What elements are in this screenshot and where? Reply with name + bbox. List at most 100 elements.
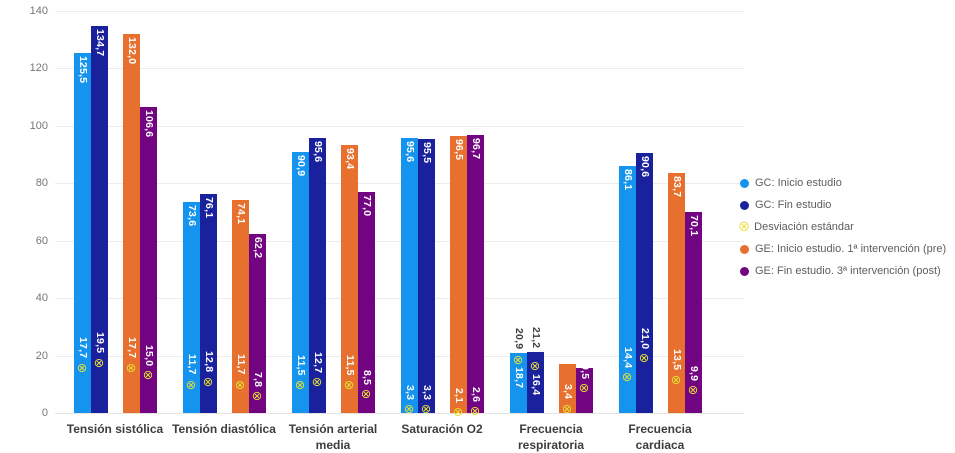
sd-value-label: 2,1 [452, 387, 465, 404]
y-tick-label: 140 [29, 5, 48, 17]
bar[interactable] [90, 26, 108, 413]
bar-value-label: 90,9 [294, 154, 307, 177]
sd-value-label: 17,7 [76, 337, 89, 359]
legend-color-dot-icon [740, 200, 749, 210]
sd-marker-icon: ⊗ [76, 359, 88, 375]
bar[interactable] [308, 138, 326, 413]
legend: GC: Inicio estudio GC: Fin estudio ⊗ Desvia… [738, 172, 946, 282]
legend-item[interactable]: GE: Fin estudio. 3ª intervención (post) [740, 260, 946, 282]
gridline [55, 355, 744, 357]
bar[interactable] [248, 234, 266, 413]
bar[interactable] [291, 151, 309, 413]
bar[interactable] [526, 352, 544, 413]
sd-value-label: 8,5 [360, 369, 373, 385]
y-tick-label: 120 [29, 62, 48, 75]
category-label: Tensión arterial media [288, 422, 378, 453]
sd-marker-icon: ⊗ [294, 377, 306, 393]
sd-marker-icon: ⊗ [420, 401, 432, 417]
sd-marker-icon: ⊗ [142, 367, 154, 383]
legend-color-dot-icon [740, 178, 749, 188]
sd-marker-icon: ⊗ [202, 373, 214, 389]
bar[interactable] [340, 144, 358, 413]
sd-value-label: 9,9 [687, 365, 700, 381]
bar-value-label: 125,5 [76, 55, 89, 83]
legend-item[interactable]: GE: Inicio estudio. 1ª intervención (pre… [740, 238, 946, 260]
sd-marker-icon: ⊗ [621, 369, 633, 385]
sd-marker-icon: ⊗ [125, 359, 137, 375]
sd-marker-icon: ⊗ [251, 388, 263, 404]
gridline [55, 11, 744, 12]
bar[interactable] [199, 194, 217, 413]
bar[interactable] [122, 33, 140, 413]
bar-value-label: 95,5 [420, 141, 433, 164]
sd-value-label: 11,7 [234, 354, 247, 376]
y-tick-label: 40 [35, 292, 48, 305]
y-tick-label: 20 [35, 349, 48, 362]
sd-value-label: 19,5 [93, 332, 106, 354]
sd-marker-icon: ⊗ [670, 371, 682, 387]
bar-value-label: 96,7 [469, 138, 482, 160]
bar-value-label: 77,0 [360, 194, 373, 217]
bar[interactable] [449, 135, 467, 413]
gridline [55, 240, 744, 242]
sd-value-label: 11,7 [185, 354, 198, 376]
bar-value-label: 106,6 [142, 109, 155, 138]
bar[interactable] [400, 138, 418, 413]
sd-value-label: 18,7 [512, 367, 525, 389]
bar[interactable] [139, 106, 157, 413]
sd-marker-icon: ⊗ [93, 354, 105, 370]
legend-item-label: GE: Inicio estudio. 1ª intervención (pre… [755, 243, 947, 255]
legend-item[interactable]: GC: Inicio estudio [740, 172, 946, 194]
sd-marker-icon: ⊗ [512, 351, 524, 367]
bar-value-label: 21,2 [529, 327, 542, 349]
legend-item[interactable]: ⊗ Desviación estándar [738, 216, 946, 238]
bar[interactable] [509, 352, 527, 413]
bar-value-label: 62,2 [251, 237, 264, 259]
sd-marker-icon: ⊗ [185, 376, 197, 392]
sd-value-label: 11,5 [343, 354, 356, 376]
bar[interactable] [618, 165, 636, 413]
bar[interactable] [466, 135, 484, 413]
sd-value-label: 3,3 [420, 384, 433, 400]
sd-marker-icon: ⊗ [638, 350, 650, 366]
sd-marker-icon: ⊗ [561, 400, 573, 416]
bar[interactable] [417, 138, 435, 413]
bar[interactable] [357, 191, 375, 413]
bar[interactable] [635, 152, 653, 413]
bar-value-label: 86,1 [621, 168, 634, 191]
bar[interactable] [667, 172, 685, 413]
bar[interactable] [684, 211, 702, 413]
sd-value-label: 7,8 [251, 371, 264, 387]
sd-value-label: 13,5 [670, 349, 683, 371]
bar-value-label: 93,4 [343, 147, 356, 170]
sd-value-label: 2,6 [469, 386, 482, 402]
legend-sd-marker-icon: ⊗ [738, 219, 751, 235]
bar[interactable] [182, 201, 200, 413]
sd-value-label: 12,7 [311, 351, 324, 373]
bar-value-label: 96,5 [452, 138, 465, 161]
bar-value-label: 73,6 [185, 204, 198, 226]
bar-value-label: 95,6 [311, 141, 324, 163]
legend-item-label: Desviación estándar [754, 221, 854, 233]
bar[interactable] [575, 368, 593, 413]
sd-marker-icon: ⊗ [311, 374, 323, 390]
legend-item-label: GE: Fin estudio. 3ª intervención (post) [755, 265, 941, 277]
y-tick-label: 80 [35, 177, 48, 190]
bar[interactable] [231, 200, 249, 413]
bar-value-label: 90,6 [638, 155, 651, 178]
bar-value-label: 76,1 [202, 197, 215, 219]
category-label: Frecuencia respiratoria [517, 422, 585, 453]
category-label: Tensión sistólica [66, 422, 164, 436]
sd-marker-icon: ⊗ [403, 401, 415, 417]
legend-item-label: GC: Inicio estudio [755, 177, 842, 189]
bar-value-label: 83,7 [670, 175, 683, 197]
bar[interactable] [73, 52, 91, 413]
y-tick-label: 60 [35, 234, 48, 247]
category-label: Tensión diastólica [172, 422, 276, 436]
bar[interactable] [558, 363, 576, 413]
bar-value-label: 132,0 [125, 36, 138, 65]
legend-item[interactable]: GC: Fin estudio [740, 194, 946, 216]
sd-value-label: 21,0 [638, 327, 651, 349]
sd-marker-icon: ⊗ [234, 376, 246, 392]
